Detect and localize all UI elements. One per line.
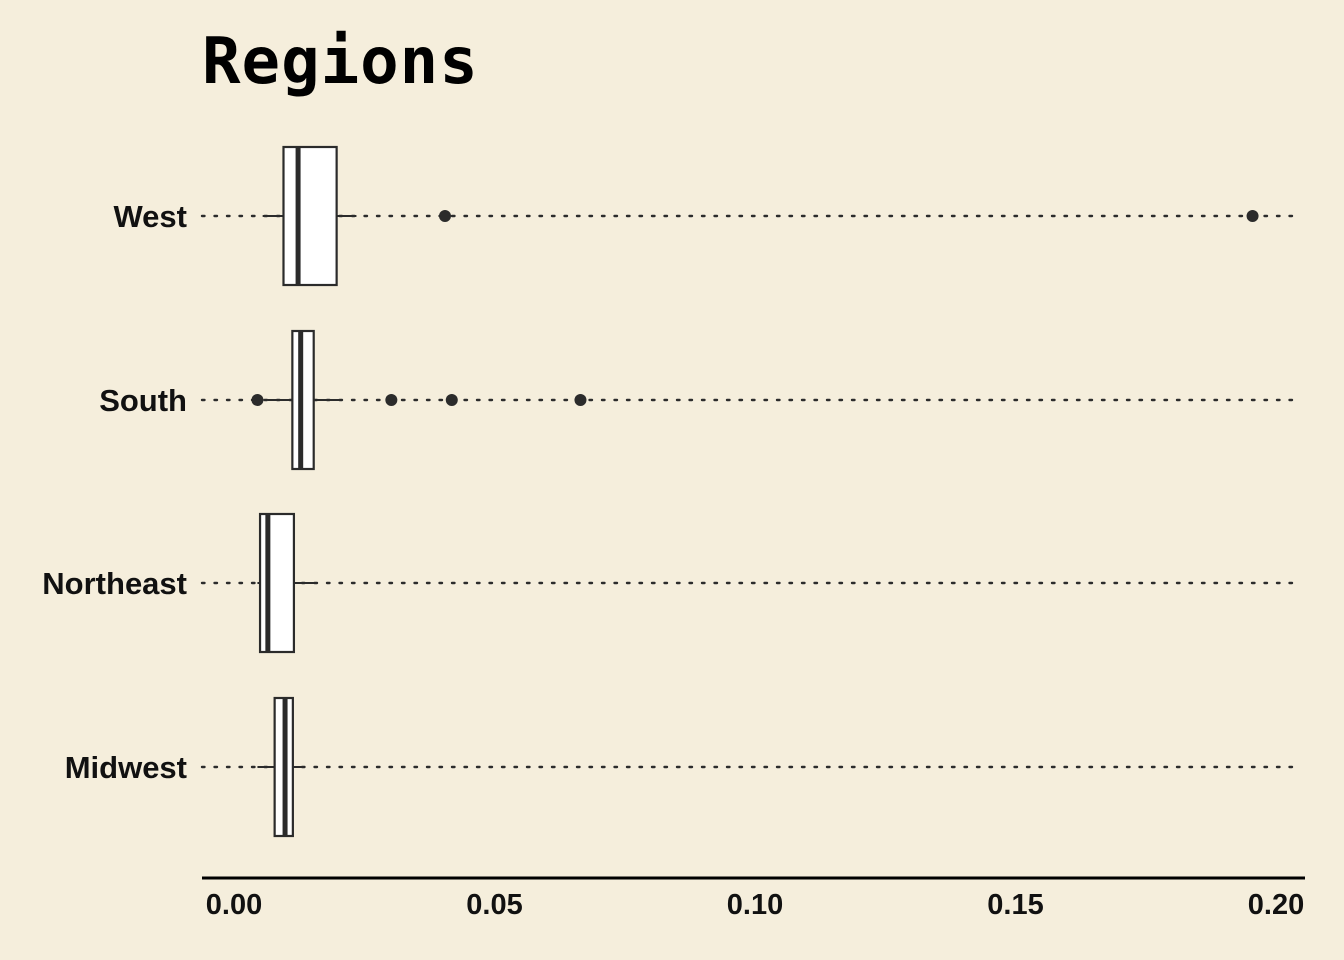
x-tick-label-0: 0.00	[206, 889, 262, 921]
x-tick-label-1: 0.05	[466, 889, 522, 921]
chart-title: Regions	[202, 25, 479, 99]
outlier-point-south-3	[445, 394, 458, 406]
outlier-point-south-1	[251, 394, 264, 406]
x-tick-label-4: 0.20	[1248, 889, 1304, 921]
outlier-point-west-2	[1246, 210, 1259, 222]
category-label-west: West	[113, 199, 187, 234]
outlier-point-west-1	[439, 210, 452, 222]
box-northeast	[258, 512, 296, 654]
outlier-point-south-2	[385, 394, 398, 406]
category-label-south: South	[99, 383, 187, 418]
box-west	[282, 145, 338, 287]
x-tick-label-3: 0.15	[987, 889, 1043, 921]
outlier-point-south-4	[574, 394, 587, 406]
category-label-northeast: Northeast	[42, 566, 187, 601]
category-label-midwest: Midwest	[65, 750, 187, 785]
x-tick-label-2: 0.10	[727, 889, 783, 921]
